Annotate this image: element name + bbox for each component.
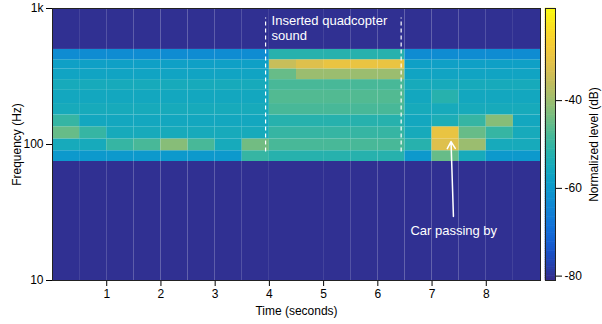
svg-text:3: 3	[212, 287, 219, 301]
svg-text:-80: -80	[565, 269, 583, 283]
svg-text:Normalized level (dB): Normalized level (dB)	[587, 87, 601, 202]
svg-text:-60: -60	[565, 181, 583, 195]
svg-text:1k: 1k	[31, 1, 45, 15]
svg-text:Frequency (Hz): Frequency (Hz)	[10, 103, 24, 186]
svg-text:5: 5	[320, 287, 327, 301]
svg-text:10: 10	[30, 273, 44, 287]
svg-text:7: 7	[429, 287, 436, 301]
svg-text:Inserted quadcoptersound: Inserted quadcoptersound	[272, 13, 388, 43]
svg-text:Time (seconds): Time (seconds)	[255, 304, 337, 318]
svg-text:8: 8	[483, 287, 490, 301]
svg-text:1: 1	[103, 287, 110, 301]
svg-text:6: 6	[374, 287, 381, 301]
svg-text:4: 4	[266, 287, 273, 301]
svg-text:-40: -40	[565, 93, 583, 107]
svg-text:2: 2	[158, 287, 165, 301]
svg-text:100: 100	[23, 137, 43, 151]
svg-text:Car passing by: Car passing by	[410, 223, 497, 238]
